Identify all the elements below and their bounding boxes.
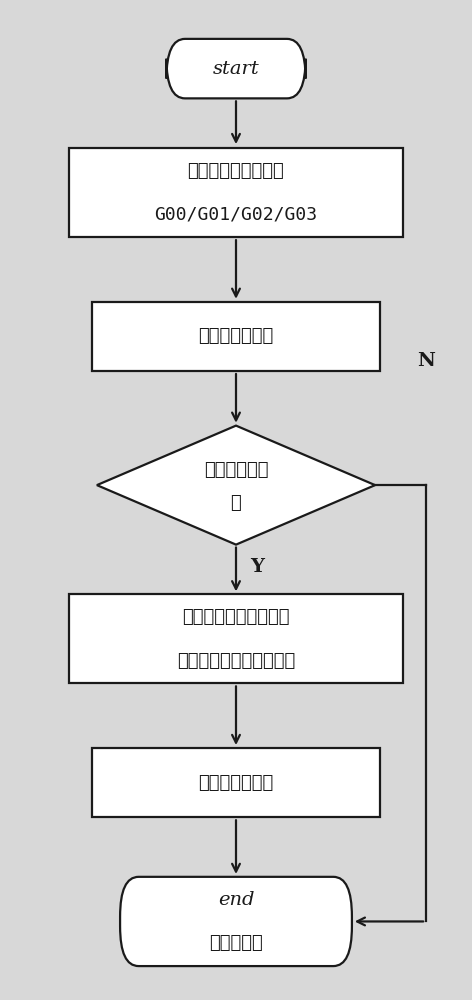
Text: 距离和角度判: 距离和角度判 xyxy=(204,461,268,479)
Text: G00/G01/G02/G03: G00/G01/G02/G03 xyxy=(154,205,318,223)
Text: 读取下一行: 读取下一行 xyxy=(209,934,263,952)
Bar xyxy=(92,302,380,371)
FancyBboxPatch shape xyxy=(167,39,305,98)
Bar xyxy=(69,148,403,237)
Text: Y: Y xyxy=(250,558,264,576)
Bar xyxy=(92,748,380,817)
Polygon shape xyxy=(97,426,375,545)
Text: 优化新点位输出: 优化新点位输出 xyxy=(198,774,274,792)
Text: 提取始点和终点: 提取始点和终点 xyxy=(198,327,274,345)
Text: N: N xyxy=(417,352,435,370)
Text: 调用补偿程序；分段优: 调用补偿程序；分段优 xyxy=(182,608,290,626)
Text: start: start xyxy=(212,60,260,78)
Text: 读取到刀具运动指令: 读取到刀具运动指令 xyxy=(188,162,284,180)
Text: 断: 断 xyxy=(231,494,241,512)
Text: 化、分段细化、深度优化: 化、分段细化、深度优化 xyxy=(177,652,295,670)
Bar xyxy=(69,594,403,683)
Text: end: end xyxy=(218,891,254,909)
FancyBboxPatch shape xyxy=(120,877,352,966)
